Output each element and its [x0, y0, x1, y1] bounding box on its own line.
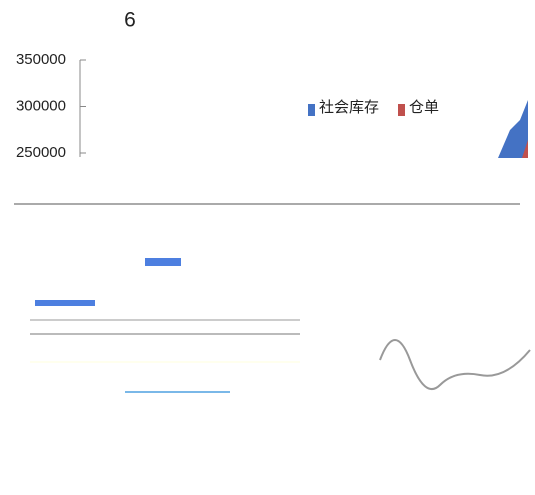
area-fragment	[522, 140, 528, 158]
legend-swatch	[308, 104, 315, 116]
legend-label: 社会库存	[319, 99, 379, 116]
y-tick-label: 250000	[16, 144, 66, 161]
area-fragment	[498, 100, 528, 158]
legend-label: 仓单	[409, 99, 439, 116]
chart-title: 6	[124, 9, 136, 32]
legend-swatch	[398, 104, 405, 116]
y-tick-label: 300000	[16, 97, 66, 114]
corrupted-area	[14, 157, 535, 397]
y-tick-label: 350000	[16, 51, 66, 68]
